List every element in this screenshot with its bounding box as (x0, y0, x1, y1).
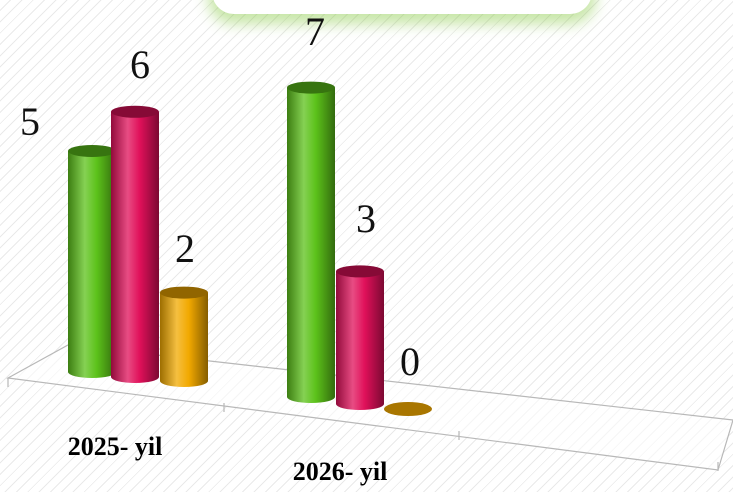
data-label-1-3: 2 (175, 226, 195, 271)
data-label-2-2: 3 (356, 196, 376, 241)
bar-1-series-3 (160, 286, 208, 387)
data-label-2-1: 7 (305, 9, 325, 54)
bar-2-series-2 (336, 265, 384, 410)
bar-1-series-2 (111, 105, 159, 384)
category-label-2: 2026- yil (293, 457, 388, 486)
bar-2-series-3 (384, 402, 432, 416)
bar-1-series-1 (68, 145, 116, 378)
chart-bars (68, 81, 432, 416)
data-label-1-1: 5 (20, 99, 40, 144)
data-label-1-2: 6 (130, 42, 150, 87)
category-label-1: 2025- yil (68, 432, 163, 461)
top-banner (212, 0, 592, 14)
bar-2-series-1 (287, 81, 335, 403)
chart-labels: 5 6 2 7 3 0 2025- yil 2026- yil (20, 9, 420, 486)
data-label-2-3: 0 (400, 339, 420, 384)
